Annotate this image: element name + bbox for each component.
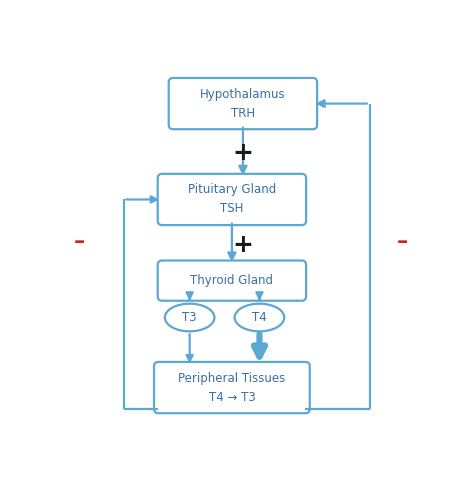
Text: Peripheral Tissues
T4 → T3: Peripheral Tissues T4 → T3 — [178, 372, 285, 404]
Text: Thyroid Gland: Thyroid Gland — [191, 274, 273, 287]
Text: –: – — [397, 232, 408, 252]
Text: T3: T3 — [182, 311, 197, 324]
FancyBboxPatch shape — [154, 362, 310, 413]
Text: +: + — [232, 233, 254, 257]
Ellipse shape — [235, 304, 284, 331]
Ellipse shape — [165, 304, 214, 331]
Text: Pituitary Gland
TSH: Pituitary Gland TSH — [188, 183, 276, 216]
Text: Hypothalamus
TRH: Hypothalamus TRH — [200, 88, 286, 120]
FancyBboxPatch shape — [169, 78, 317, 129]
FancyBboxPatch shape — [158, 174, 306, 225]
Text: +: + — [232, 141, 254, 165]
FancyBboxPatch shape — [158, 261, 306, 301]
Text: T4: T4 — [252, 311, 267, 324]
Text: –: – — [74, 232, 85, 252]
